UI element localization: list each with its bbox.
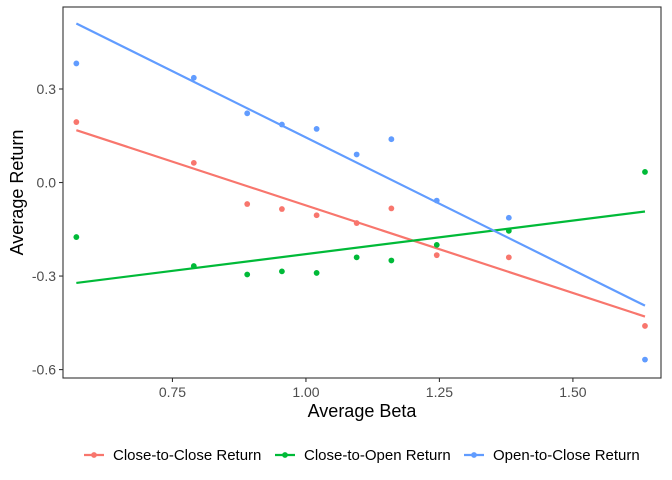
- data-point-1-6: [353, 220, 360, 226]
- data-point-3-9: [505, 214, 512, 221]
- y-tick-label: -0.6: [32, 362, 56, 378]
- legend-key-2: [275, 452, 295, 458]
- y-axis-title: Average Return: [7, 130, 27, 256]
- data-point-1-5: [313, 212, 320, 219]
- data-point-3-2: [190, 74, 197, 81]
- x-tick-label: 1.00: [292, 384, 319, 400]
- data-point-2-6: [353, 254, 360, 261]
- axes: 0.75 1.00 1.25 1.50 0.3 0.0 -0.3 -0.6: [32, 81, 587, 400]
- trend-line-2: [76, 210, 646, 285]
- data-point-3-5: [313, 125, 320, 132]
- y-tick-label: 0.0: [37, 175, 57, 191]
- data-point-1-2: [190, 159, 197, 166]
- trend-line-1: [76, 129, 646, 318]
- data-point-2-9: [505, 227, 512, 234]
- legend-label-2: Close-to-Open Return: [304, 447, 451, 464]
- legend-point: [91, 452, 97, 458]
- data-point-2-4: [279, 268, 285, 275]
- data-point-3-7: [388, 136, 395, 143]
- data-point-2-5: [313, 270, 320, 276]
- data-point-2-3: [244, 271, 251, 278]
- legend-key-3: [464, 452, 484, 458]
- y-tick-label: -0.3: [32, 268, 56, 284]
- data-point-3-8: [433, 197, 440, 204]
- data-point-1-3: [244, 201, 251, 207]
- data-point-2-2: [190, 263, 197, 269]
- data-point-3-4: [279, 121, 285, 128]
- x-tick-label: 1.50: [559, 384, 586, 400]
- data-point-1-1: [73, 119, 80, 125]
- data-point-2-8: [433, 241, 440, 248]
- trend-line-3: [75, 22, 646, 307]
- data-point-2-7: [388, 257, 395, 264]
- legend-label-1: Close-to-Close Return: [113, 447, 261, 464]
- data-point-1-7: [388, 205, 395, 212]
- panel-border: [62, 6, 662, 379]
- data-point-1-10: [642, 323, 648, 329]
- legend: Close-to-Close Return Close-to-Open Retur…: [84, 447, 640, 464]
- data-point-3-10: [642, 356, 648, 363]
- x-axis-title: Average Beta: [308, 401, 418, 421]
- data-point-1-8: [433, 252, 440, 259]
- legend-key-1: [84, 452, 104, 458]
- data-point-1-4: [279, 206, 285, 212]
- legend-point: [282, 452, 288, 458]
- data-point-1-9: [505, 254, 512, 261]
- data-point-3-3: [244, 110, 251, 117]
- x-tick-label: 1.25: [426, 384, 453, 400]
- legend-label-3: Open-to-Close Return: [493, 447, 640, 464]
- data-point-2-1: [73, 234, 80, 240]
- y-tick-label: 0.3: [37, 81, 57, 97]
- legend-point: [471, 452, 477, 458]
- plot-area: [73, 22, 648, 363]
- data-point-3-1: [73, 60, 80, 67]
- data-point-3-6: [353, 151, 360, 158]
- data-point-2-10: [642, 169, 648, 175]
- x-tick-label: 0.75: [159, 384, 186, 400]
